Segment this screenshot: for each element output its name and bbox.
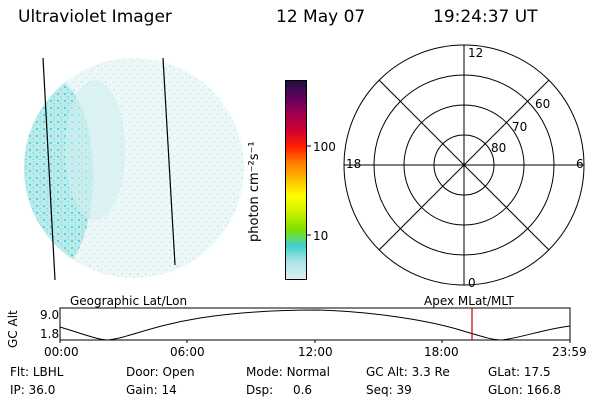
mode-info: Mode: Normal xyxy=(246,365,330,379)
flt-info: Flt: LBHL xyxy=(10,365,63,379)
geographic-label: Geographic Lat/Lon xyxy=(70,294,188,308)
alt-tick-top: 9.0 xyxy=(40,308,60,322)
gc-alt-info: GC Alt: 3.3 Re xyxy=(366,365,450,379)
dsp-value: 0.6 xyxy=(292,383,313,397)
glon-value: 166.8 xyxy=(526,383,561,397)
gc-alt-value: 3.3 Re xyxy=(411,365,450,379)
time-tick-2: 12:00 xyxy=(298,345,333,359)
mlt-label-6: 6 xyxy=(576,157,584,171)
gain-info: Gain: 14 xyxy=(126,383,177,397)
door-value: Open xyxy=(162,365,195,379)
glon-info: GLon: 166.8 xyxy=(488,383,561,397)
glat-label: GLat: xyxy=(488,365,521,379)
uv-disk xyxy=(24,58,244,278)
instrument-title: Ultraviolet Imager xyxy=(18,7,172,27)
dsp-label: Dsp: xyxy=(246,383,274,397)
altitude-curve xyxy=(59,309,571,341)
mlt-label-0: 0 xyxy=(468,276,476,290)
glon-label: GLon: xyxy=(488,383,523,397)
colorbar-tick-100: 100 xyxy=(313,140,336,154)
mlt-label-18: 18 xyxy=(346,157,362,171)
terminator-line-right xyxy=(162,57,176,266)
alt-axis-label: GC Alt xyxy=(6,310,20,348)
ip-info: IP: 36.0 xyxy=(10,383,55,397)
dsp-info: Dsp: 0.6 xyxy=(246,383,312,397)
time-label: 19:24:37 UT xyxy=(433,7,538,27)
door-info: Door: Open xyxy=(126,365,195,379)
seq-info: Seq: 39 xyxy=(366,383,412,397)
time-tick-1: 06:00 xyxy=(170,345,205,359)
ip-label: IP: xyxy=(10,383,25,397)
mlat-label-80: 80 xyxy=(491,141,507,155)
color-scale-bar xyxy=(285,80,307,280)
mode-label: Mode: xyxy=(246,365,283,379)
flt-value: LBHL xyxy=(32,365,64,379)
gain-value: 14 xyxy=(161,383,177,397)
terminator-line-left xyxy=(42,57,56,281)
time-tick-0: 00:00 xyxy=(44,345,79,359)
glat-info: GLat: 17.5 xyxy=(488,365,551,379)
gc-alt-label: GC Alt: xyxy=(366,365,408,379)
glat-value: 17.5 xyxy=(523,365,551,379)
mlt-label-12: 12 xyxy=(468,46,484,60)
mlat-label-60: 60 xyxy=(535,97,551,111)
door-label: Door: xyxy=(126,365,159,379)
date-label: 12 May 07 xyxy=(276,7,366,27)
seq-label: Seq: xyxy=(366,383,393,397)
seq-value: 39 xyxy=(396,383,412,397)
flt-label: Flt: xyxy=(10,365,29,379)
ip-value: 36.0 xyxy=(28,383,56,397)
mode-value: Normal xyxy=(286,365,330,379)
gain-label: Gain: xyxy=(126,383,158,397)
mlat-label-70: 70 xyxy=(512,120,528,134)
time-tick-3: 18:00 xyxy=(424,345,459,359)
apex-label: Apex MLat/MLT xyxy=(424,294,514,308)
colorbar-tick-10: 10 xyxy=(313,229,329,243)
alt-tick-bottom: 1.8 xyxy=(40,327,60,341)
time-tick-4: 23:59 xyxy=(552,345,587,359)
